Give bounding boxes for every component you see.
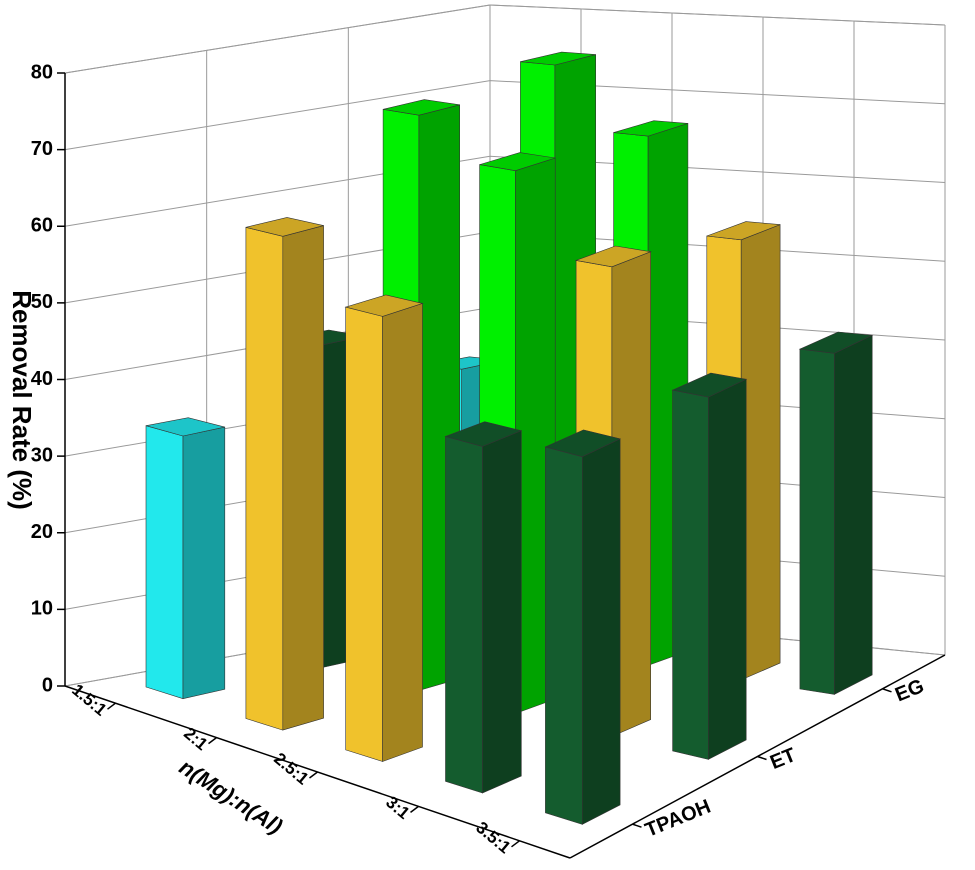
x-tick-label: 3:1	[382, 793, 413, 823]
bar-front	[245, 226, 284, 731]
grid-line	[64, 4, 946, 74]
depth-tick	[882, 688, 892, 693]
y-tick-label: 40	[31, 368, 53, 390]
bar	[344, 294, 424, 762]
bar-front	[672, 389, 709, 760]
bar-front	[445, 436, 483, 794]
y-tick-label: 80	[31, 61, 53, 83]
bar-front	[799, 348, 835, 695]
x-tick	[208, 736, 217, 745]
x-tick	[410, 805, 419, 814]
y-tick-label: 70	[31, 138, 53, 160]
x-tick	[107, 702, 116, 710]
x-tick	[511, 840, 520, 848]
bar	[245, 217, 324, 731]
bar-top	[145, 417, 225, 437]
bar-front	[145, 425, 184, 700]
bar-top	[671, 372, 748, 398]
bar-side	[482, 430, 522, 794]
depth-tick-label: EG	[892, 675, 927, 706]
y-tick-label: 10	[31, 598, 53, 620]
depth-tick	[632, 823, 642, 828]
bar-top	[544, 429, 621, 458]
x-tick-label: 2:1	[180, 724, 211, 754]
y-tick-label: 50	[31, 291, 53, 313]
bar-top	[520, 51, 596, 66]
box-edge	[489, 4, 946, 26]
bar	[671, 372, 748, 760]
y-tick-label: 20	[31, 521, 53, 543]
bar-side	[282, 225, 324, 731]
bar-top	[383, 99, 460, 116]
bar-top	[444, 421, 523, 447]
bar-side	[740, 224, 781, 681]
bar-top	[613, 120, 688, 137]
bar-top	[798, 331, 874, 354]
grid-line	[64, 80, 946, 151]
x-axis-title: n(Mg):n(Al)	[175, 754, 287, 839]
depth-tick	[757, 755, 767, 761]
x-tick-label: 1.5:1	[68, 680, 110, 719]
bar-top	[344, 294, 424, 317]
y-axis-title: Removal Rate (%)	[7, 290, 37, 510]
bar-front	[545, 446, 583, 825]
bar	[444, 421, 523, 794]
bar-side	[581, 438, 621, 825]
x-tick	[309, 771, 318, 779]
y-tick-label: 0	[42, 674, 53, 696]
bar-top	[706, 221, 781, 241]
bar-side	[382, 302, 423, 762]
x-tick-label: 2.5:1	[270, 749, 312, 788]
bar	[798, 331, 874, 695]
depth-tick-label: TPAOH	[642, 796, 714, 842]
bar-top	[479, 152, 556, 172]
box-edge	[64, 4, 491, 74]
bar	[145, 417, 226, 700]
bar-side	[182, 426, 226, 700]
y-tick-label: 60	[31, 215, 53, 237]
bar	[544, 429, 621, 825]
bar-side	[834, 334, 873, 695]
bar-side	[708, 378, 747, 760]
y-tick-label: 30	[31, 444, 53, 466]
x-tick-label: 3.5:1	[472, 818, 514, 857]
bar-front	[345, 306, 383, 762]
bar-top	[245, 217, 324, 237]
bar-top	[574, 245, 652, 268]
